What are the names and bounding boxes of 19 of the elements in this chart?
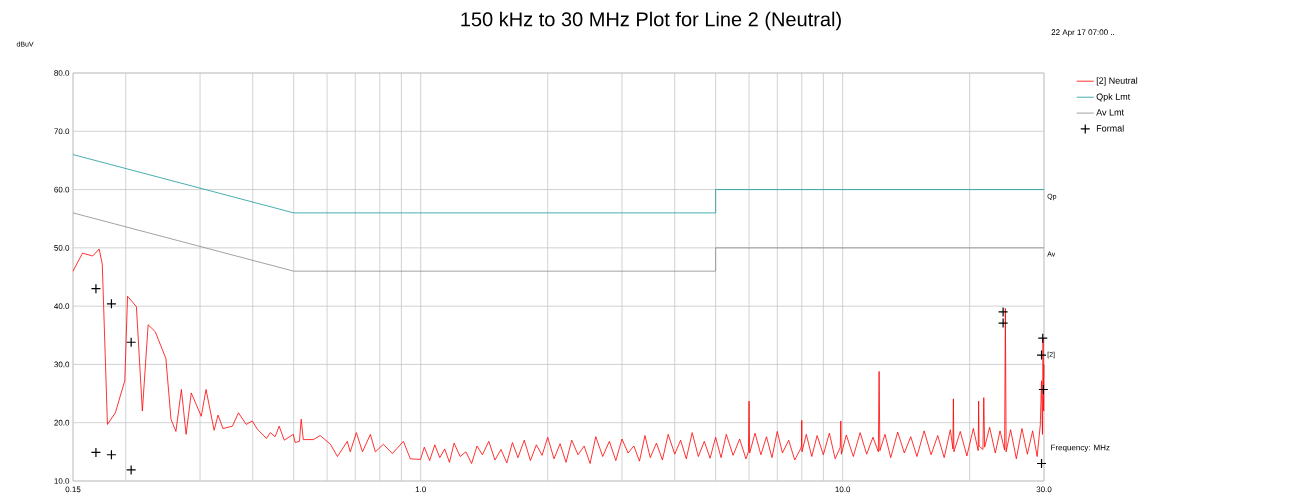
x-tick-label: 10.0 bbox=[835, 486, 851, 493]
y-tick-label: 20.0 bbox=[54, 419, 70, 426]
legend-label: Qpk Lmt bbox=[1096, 93, 1131, 102]
legend-label: Av Lmt bbox=[1096, 109, 1124, 116]
y-tick-label: 30.0 bbox=[54, 361, 70, 368]
x-axis-title: Frequency: MHz bbox=[1051, 444, 1110, 452]
text: 22 Apr 17 07:00 .. bbox=[1051, 29, 1115, 37]
x-tick-label: 30.0 bbox=[1036, 486, 1052, 493]
x-tick-label: 1.0 bbox=[415, 486, 426, 493]
y-tick-label: 60.0 bbox=[54, 186, 70, 193]
legend-label: Formal bbox=[1096, 124, 1124, 132]
y-tick-label: 40.0 bbox=[54, 303, 70, 309]
legend-label: [2] Neutral bbox=[1096, 77, 1138, 86]
y-tick-label: 80.0 bbox=[54, 70, 70, 76]
chart-title: 150 kHz to 30 MHz Plot for Line 2 (Neutral) bbox=[461, 11, 841, 31]
x-tick-label: 0.15 bbox=[65, 486, 81, 493]
y-tick-label: 70.0 bbox=[54, 128, 70, 135]
y-tick-label: 50.0 bbox=[54, 245, 70, 251]
y-tick-label: 10.0 bbox=[54, 478, 70, 484]
